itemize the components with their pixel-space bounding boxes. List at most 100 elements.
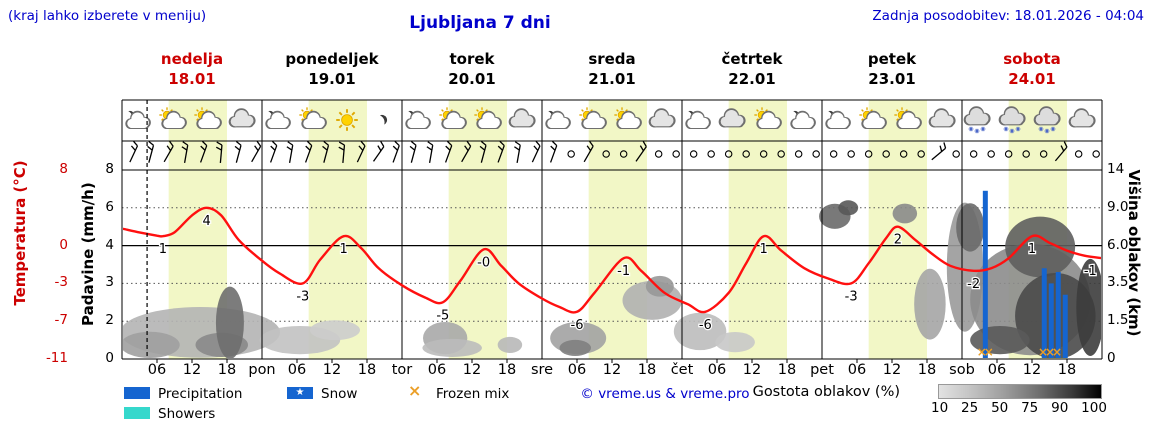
x-tick-1-12: 12 [322, 362, 342, 378]
page-title: Ljubljana 7 dni [409, 13, 551, 33]
legend-precipitation: Precipitation [158, 386, 243, 402]
x-tick-1-18: 18 [357, 362, 377, 378]
weather-icon-moon [379, 114, 388, 125]
temp-tick-8: 8 [59, 161, 68, 177]
weather-icon-sun-cloud [159, 107, 187, 130]
weather-icon-sun-cloud [614, 107, 642, 130]
weather-icon-cloud-moon [685, 110, 711, 130]
weather-icon-cloud-moon [125, 110, 151, 130]
weather-icon-sun-cloud [579, 107, 607, 130]
legend-snow: Snow [321, 386, 358, 402]
precip-tick-3: 3 [105, 274, 114, 291]
menu-hint: (kraj lahko izberete v meniju) [8, 8, 207, 24]
legend-frozen-mix: Frozen mix [436, 386, 510, 402]
x-tick-3-06: 06 [567, 362, 587, 378]
temp-tick--11: -11 [45, 350, 68, 366]
copyright-link[interactable]: © vreme.us & vreme.pro [580, 386, 750, 402]
weather-icon-cloud-moon [265, 110, 291, 130]
svg-text:×: × [1038, 345, 1048, 359]
weather-icon-cloud [228, 108, 256, 128]
x-tick-5-12: 12 [882, 362, 902, 378]
chart-frame [121, 99, 1103, 363]
cloud-density-tick-10: 10 [931, 400, 949, 416]
legend-showers: Showers [158, 406, 216, 422]
weather-icon-cloud-moon [405, 110, 431, 130]
weather-icon-snow-cloud [998, 106, 1026, 134]
svg-text:1: 1 [760, 242, 768, 257]
cloud-density-tick-75: 75 [1021, 400, 1039, 416]
snow-swatch: ★ [287, 387, 313, 399]
x-tick-2-06: 06 [427, 362, 447, 378]
x-tick-4-06: 06 [707, 362, 727, 378]
weather-icon-cloud [718, 108, 746, 128]
day-date-petek: 23.01 [868, 70, 916, 88]
weather-icon-sun-cloud [299, 107, 327, 130]
weather-icon-cloud [928, 108, 956, 128]
x-tick-6-12: 12 [1022, 362, 1042, 378]
svg-text:-1: -1 [1084, 264, 1097, 279]
x-tick-3-12: 12 [602, 362, 622, 378]
cloud-tick-9.0: 9.0 [1107, 198, 1129, 215]
cloud-density-tick-90: 90 [1051, 400, 1069, 416]
x-day-pon: pon [248, 362, 276, 378]
day-date-torek: 20.01 [448, 70, 496, 88]
frozen-mix-markers: ×× ××× [977, 345, 1062, 359]
day-date-sobota: 24.01 [1008, 70, 1056, 88]
x-tick-2-18: 18 [497, 362, 517, 378]
svg-text:-1: -1 [617, 264, 630, 279]
snow-star-icon: ★ [295, 387, 305, 398]
svg-text:×: × [1052, 345, 1062, 359]
grid [122, 207, 1102, 322]
svg-text:-6: -6 [699, 318, 712, 333]
weather-icon-cloud-moon [825, 110, 851, 130]
showers-swatch [124, 407, 150, 419]
weather-icon-cloud [1068, 108, 1096, 128]
day-name-nedelja: nedelja [160, 50, 224, 68]
x-tick-5-18: 18 [917, 362, 937, 378]
day-name-petek: petek [867, 50, 917, 68]
cloud-density-tick-100: 100 [1081, 400, 1107, 416]
weather-icon-cloud [508, 108, 536, 128]
temp-tick--3: -3 [54, 274, 68, 291]
x-tick-6-18: 18 [1057, 362, 1077, 378]
precip-tick-4: 4 [105, 236, 114, 253]
svg-text:1: 1 [340, 242, 348, 257]
x-tick-4-18: 18 [777, 362, 797, 378]
svg-text:2: 2 [894, 233, 902, 248]
precipitation-swatch [124, 387, 150, 399]
x-day-sob: sob [949, 362, 975, 378]
x-tick-6-06: 06 [987, 362, 1007, 378]
weather-icon-sun [336, 109, 358, 131]
frozen-mix-icon: × [408, 381, 422, 400]
weather-icon-cloud-moon [790, 110, 816, 130]
precipitation-bars [982, 190, 1068, 358]
day-date-ponedeljek: 19.01 [308, 70, 356, 88]
day-name-četrtek: četrtek [721, 50, 783, 68]
weather-icon-snow-cloud [1033, 106, 1061, 134]
day-name-sreda: sreda [588, 50, 636, 68]
svg-text:-6: -6 [571, 318, 584, 333]
svg-text:1: 1 [1028, 242, 1036, 257]
weather-icon-sun-cloud [439, 107, 467, 130]
day-name-sobota: sobota [1003, 50, 1061, 68]
svg-text:×: × [984, 345, 994, 359]
cloud-density-label: Gostota oblakov (%) [752, 384, 900, 400]
cloud-tick-14: 14 [1107, 161, 1125, 177]
svg-text:1: 1 [159, 242, 167, 257]
svg-text:×: × [1045, 345, 1055, 359]
svg-text:4: 4 [202, 214, 210, 229]
x-tick-4-12: 12 [742, 362, 762, 378]
wind-row [129, 140, 1100, 164]
day-date-sreda: 21.01 [588, 70, 636, 88]
cloud-density-ticks: 10 25 50 75 90 100 [931, 400, 1107, 416]
precip-tick-2: 2 [105, 312, 114, 329]
precip-tick-0: 0 [105, 350, 114, 366]
cloud-density-tick-25: 25 [961, 400, 979, 416]
x-day-sre: sre [530, 362, 554, 378]
cloud-tick-3.5: 3.5 [1107, 274, 1129, 291]
svg-text:-0: -0 [477, 255, 490, 270]
day-date-nedelja: 18.01 [168, 70, 216, 88]
weather-icons [125, 106, 1096, 134]
cloud-density-gradient [938, 384, 1102, 399]
